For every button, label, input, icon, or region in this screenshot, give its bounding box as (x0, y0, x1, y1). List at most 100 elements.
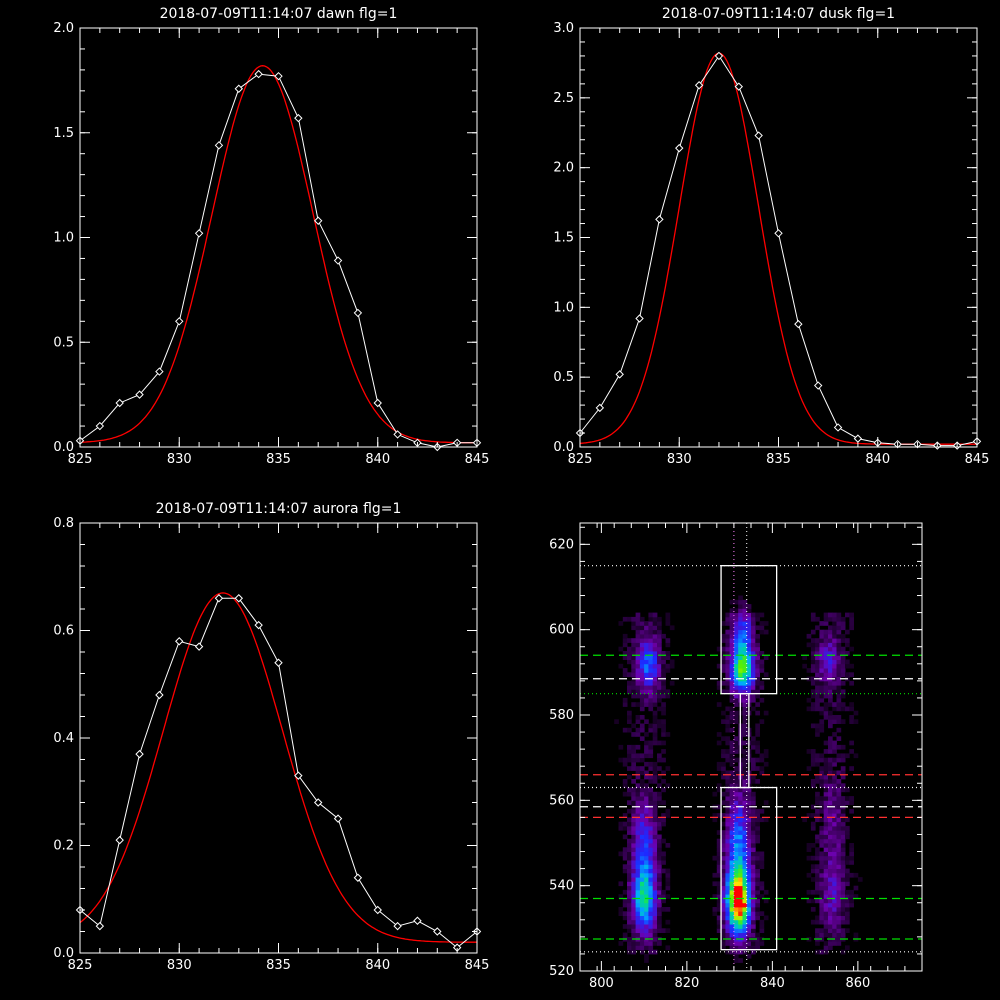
plot-frame (79, 27, 478, 448)
data-point-diamond (333, 256, 343, 265)
data-point-diamond (194, 642, 204, 651)
fit-curve (580, 52, 977, 445)
data-point-diamond (774, 229, 783, 238)
x-tick-label: 830 (167, 452, 192, 467)
x-tick-label: 825 (568, 452, 593, 467)
data-point-diamond (353, 873, 363, 882)
aurora-profile-plot: 825 830 835 840 845 0.0 0.2 0.4 0.6 0.8 2018-07-09… (53, 501, 489, 973)
y-tick-label: 0.8 (53, 516, 74, 531)
x-tick-label: 840 (365, 958, 390, 973)
data-point-diamond (274, 658, 283, 667)
data-point-diamond (95, 421, 105, 431)
y-tick-label: 1.5 (553, 231, 574, 246)
data-point-diamond (853, 434, 863, 443)
data-point-diamond (155, 367, 164, 376)
x-tick-label: 830 (667, 452, 692, 467)
y-tick-label: 1.0 (53, 231, 74, 246)
y-tick-label: 560 (549, 793, 574, 808)
data-point-diamond (254, 620, 263, 630)
data-point-diamond (175, 637, 184, 646)
x-tick-label: 840 (760, 976, 785, 991)
dawn-profile-plot: 825 830 835 840 845 0.0 0.5 1.0 1.5 2.0 2018-07-09… (53, 6, 489, 467)
data-point-diamond (393, 921, 402, 931)
data-point-diamond (675, 143, 684, 153)
data-point-diamond (234, 84, 244, 93)
x-tick-label: 840 (365, 452, 390, 467)
x-tick-label: 830 (167, 958, 192, 973)
data-line (80, 597, 477, 949)
data-point-diamond (734, 82, 744, 91)
y-tick-label: 0.5 (53, 335, 74, 350)
y-tick-label: 0.0 (53, 946, 74, 961)
plot-title: 2018-07-09T11:14:07 dusk flg=1 (662, 6, 895, 22)
y-tick-label: 580 (549, 708, 574, 723)
data-point-diamond (833, 423, 843, 432)
data-point-diamond (155, 690, 164, 700)
data-point-diamond (313, 798, 323, 807)
data-point-diamond (754, 131, 763, 140)
x-tick-label: 860 (845, 976, 870, 991)
y-tick-label: 0.0 (553, 440, 574, 455)
data-point-diamond (794, 319, 803, 329)
x-tick-label: 825 (68, 958, 93, 973)
y-tick-label: 0.4 (53, 731, 74, 746)
x-tick-label: 825 (68, 452, 93, 467)
data-line (580, 54, 977, 447)
data-point-diamond (135, 749, 144, 759)
data-point-diamond (433, 927, 442, 936)
data-point-diamond (694, 81, 704, 90)
plot-title: 2018-07-09T11:14:07 dawn flg=1 (160, 6, 398, 22)
data-point-diamond (595, 403, 605, 413)
data-point-diamond (353, 308, 363, 318)
data-point-diamond (135, 390, 144, 399)
y-tick-label: 0.0 (53, 440, 74, 455)
data-point-diamond (635, 314, 644, 323)
data-point-diamond (115, 398, 124, 408)
data-point-diamond (194, 229, 204, 238)
data-point-diamond (175, 317, 184, 326)
data-point-diamond (214, 141, 224, 150)
y-tick-label: 0.5 (553, 370, 574, 385)
y-tick-label: 600 (549, 623, 574, 638)
y-tick-label: 2.5 (553, 91, 574, 106)
region-box (739, 693, 750, 789)
data-point-diamond (313, 216, 323, 225)
x-tick-label: 820 (674, 976, 699, 991)
data-point-diamond (393, 430, 402, 439)
dusk-profile-plot: 825 830 835 840 845 0.0 0.5 1.0 1.5 2.0 2.5 3.0 2018… (553, 6, 989, 467)
y-tick-label: 2.0 (553, 161, 574, 176)
y-tick-label: 2.0 (53, 21, 74, 36)
data-point-diamond (813, 381, 823, 390)
data-point-diamond (274, 71, 283, 81)
y-tick-label: 620 (549, 537, 574, 552)
x-tick-label: 845 (965, 452, 990, 467)
y-tick-label: 0.6 (53, 624, 74, 639)
data-point-diamond (373, 398, 382, 408)
y-tick-label: 3.0 (553, 21, 574, 36)
fit-curve (80, 592, 477, 943)
data-point-diamond (714, 51, 724, 61)
data-point-diamond (294, 771, 303, 780)
data-point-diamond (294, 113, 303, 123)
y-tick-label: 0.2 (53, 839, 74, 854)
data-point-diamond (234, 594, 244, 603)
fit-curve (80, 65, 477, 444)
data-point-diamond (333, 814, 343, 823)
data-point-diamond (615, 370, 624, 379)
x-tick-label: 835 (766, 452, 791, 467)
data-point-diamond (373, 905, 382, 915)
data-point-diamond (413, 916, 422, 925)
heatmap-cells (614, 595, 863, 963)
data-point-diamond (214, 594, 224, 603)
plot-frame (79, 522, 478, 954)
x-tick-label: 800 (589, 976, 614, 991)
plot-title: 2018-07-09T11:14:07 aurora flg=1 (156, 501, 402, 517)
data-point-diamond (95, 921, 105, 931)
x-tick-label: 835 (266, 452, 291, 467)
y-tick-label: 1.5 (53, 126, 74, 141)
x-tick-label: 840 (865, 452, 890, 467)
x-tick-label: 845 (465, 958, 490, 973)
y-tick-label: 540 (549, 879, 574, 894)
y-tick-label: 1.0 (553, 300, 574, 315)
